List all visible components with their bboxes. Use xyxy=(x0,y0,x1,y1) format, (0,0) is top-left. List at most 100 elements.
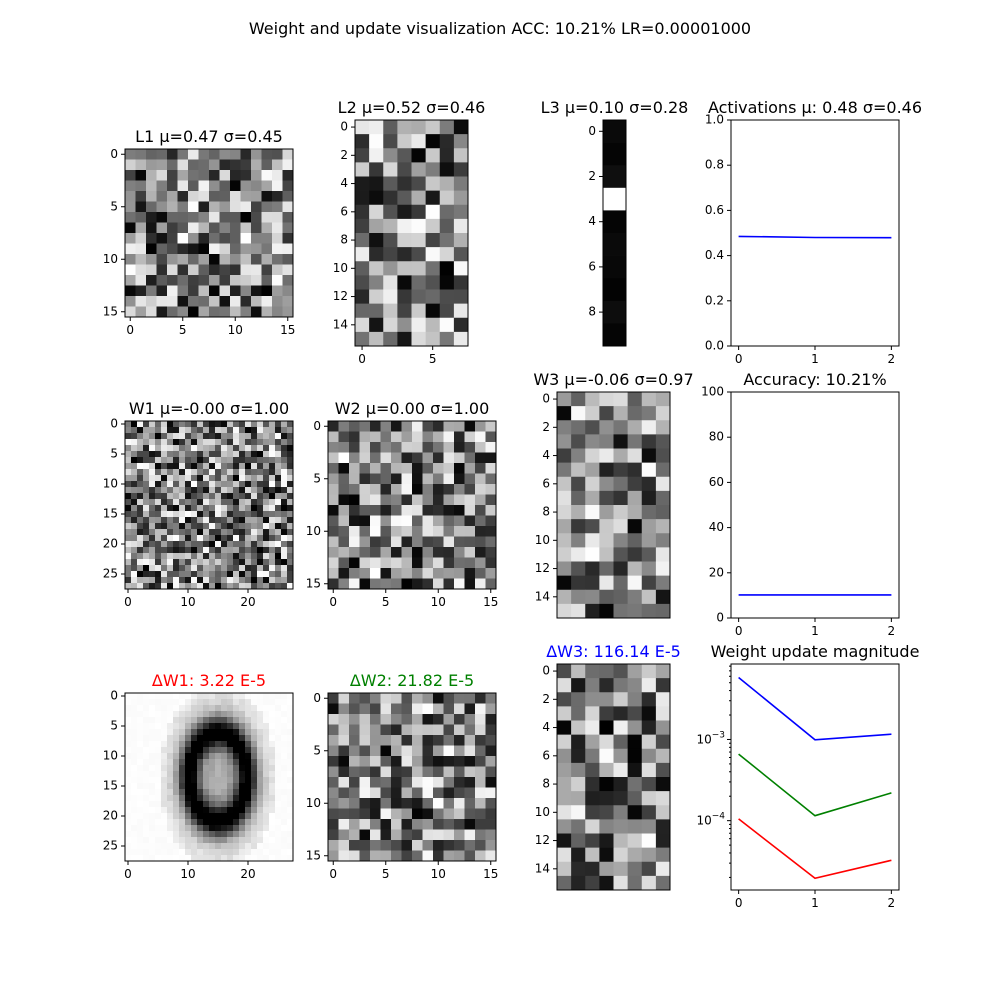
heatmap-cell xyxy=(167,747,174,754)
heatmap-cell xyxy=(179,783,186,790)
heatmap-cell xyxy=(245,517,252,524)
heatmap-cell xyxy=(251,475,258,482)
heatmap-cell xyxy=(275,735,282,742)
heatmap-cell xyxy=(149,547,156,554)
heatmap-cell xyxy=(227,487,234,494)
heatmap-cell xyxy=(269,457,276,464)
heatmap-cell xyxy=(239,529,246,536)
heatmap-cell xyxy=(131,849,138,856)
heatmap-cell xyxy=(227,705,234,712)
heatmap-cell xyxy=(209,705,216,712)
heatmap-cell xyxy=(453,317,469,333)
heatmap-cell xyxy=(370,787,381,799)
heatmap-cell xyxy=(275,831,282,838)
heatmap-cell xyxy=(245,511,252,518)
heatmap-cell xyxy=(143,565,150,572)
heatmap-cell xyxy=(185,499,192,506)
heatmap-cell xyxy=(240,254,252,265)
heatmap-cell xyxy=(245,705,252,712)
heatmap-cell xyxy=(557,734,572,750)
heatmap-cell xyxy=(338,526,350,537)
heatmap-cell xyxy=(391,515,402,527)
heatmap-cell xyxy=(239,487,246,494)
heatmap-cell xyxy=(156,233,168,244)
heatmap-cell xyxy=(464,515,476,527)
heatmap-cell xyxy=(245,493,252,500)
heatmap-cell xyxy=(155,439,162,446)
heatmap-cell xyxy=(263,505,270,512)
heatmap-cell xyxy=(167,421,174,428)
heatmap-cell xyxy=(245,427,252,434)
heatmap-cell xyxy=(272,170,283,181)
heatmap-cell xyxy=(380,421,392,432)
heatmap-cell xyxy=(221,771,228,778)
heatmap-cell xyxy=(287,855,294,862)
heatmap-cell xyxy=(287,849,294,856)
heatmap-cell xyxy=(240,159,252,171)
heatmap-cell xyxy=(355,233,370,248)
DW3-title: ΔW3: 116.14 E-5 xyxy=(546,642,681,661)
heatmap-cell xyxy=(281,711,288,718)
heatmap-cell xyxy=(281,535,288,542)
heatmap-cell xyxy=(475,526,486,537)
heatmap-cell xyxy=(391,484,402,495)
heatmap-cell xyxy=(161,855,168,862)
heatmap-cell xyxy=(143,481,150,488)
heatmap-cell xyxy=(275,583,282,590)
heatmap-cell xyxy=(257,535,264,542)
heatmap-cell xyxy=(143,705,150,712)
heatmap-cell xyxy=(197,439,204,446)
heatmap-cell xyxy=(287,717,294,724)
heatmap-cell xyxy=(275,433,282,440)
heatmap-cell xyxy=(155,451,162,458)
heatmap-cell xyxy=(227,849,234,856)
heatmap-cell xyxy=(355,204,370,220)
heatmap-cell xyxy=(173,741,180,748)
heatmap-cell xyxy=(191,837,198,844)
heatmap-cell xyxy=(245,565,252,572)
heatmap-cell xyxy=(215,837,222,844)
heatmap-cell xyxy=(599,448,614,463)
heatmap-cell xyxy=(571,505,586,520)
heatmap-cell xyxy=(219,191,231,202)
heatmap-cell xyxy=(143,547,150,554)
heatmap-cell xyxy=(585,490,600,506)
heatmap-cell xyxy=(203,813,210,820)
heatmap-cell xyxy=(380,463,392,474)
heatmap-cell xyxy=(257,541,264,548)
heatmap-cell xyxy=(613,575,628,591)
heatmap-cell xyxy=(188,275,199,286)
heatmap-cell xyxy=(272,243,283,255)
heatmap-cell xyxy=(233,693,240,700)
heatmap-cell xyxy=(125,212,136,223)
heatmap-cell xyxy=(338,547,350,558)
heatmap-cell xyxy=(227,795,234,802)
heatmap-cell xyxy=(167,765,174,772)
x-tick-label: 0 xyxy=(735,896,743,910)
heatmap-cell xyxy=(245,795,252,802)
heatmap-cell xyxy=(599,791,614,806)
heatmap-cell xyxy=(585,664,600,679)
heatmap-cell xyxy=(185,571,192,578)
heatmap-cell xyxy=(370,557,381,569)
heatmap-cell xyxy=(282,264,294,276)
heatmap-cell xyxy=(155,487,162,494)
heatmap-cell xyxy=(281,855,288,862)
heatmap-cell xyxy=(422,840,434,851)
heatmap-cell xyxy=(275,855,282,862)
heatmap-cell xyxy=(245,481,252,488)
heatmap-cell xyxy=(131,831,138,838)
heatmap-cell xyxy=(131,693,138,700)
heatmap-cell xyxy=(135,264,147,276)
heatmap-cell xyxy=(167,254,178,265)
heatmap-cell xyxy=(197,729,204,736)
heatmap-cell xyxy=(203,789,210,796)
heatmap-cell xyxy=(401,515,413,527)
heatmap-cell xyxy=(239,747,246,754)
heatmap-cell xyxy=(475,724,486,736)
heatmap-cell xyxy=(585,603,600,619)
heatmap-cell xyxy=(233,577,240,584)
heatmap-cell xyxy=(401,840,413,851)
x-tick-label: 0 xyxy=(735,624,743,638)
heatmap-cell xyxy=(179,487,186,494)
